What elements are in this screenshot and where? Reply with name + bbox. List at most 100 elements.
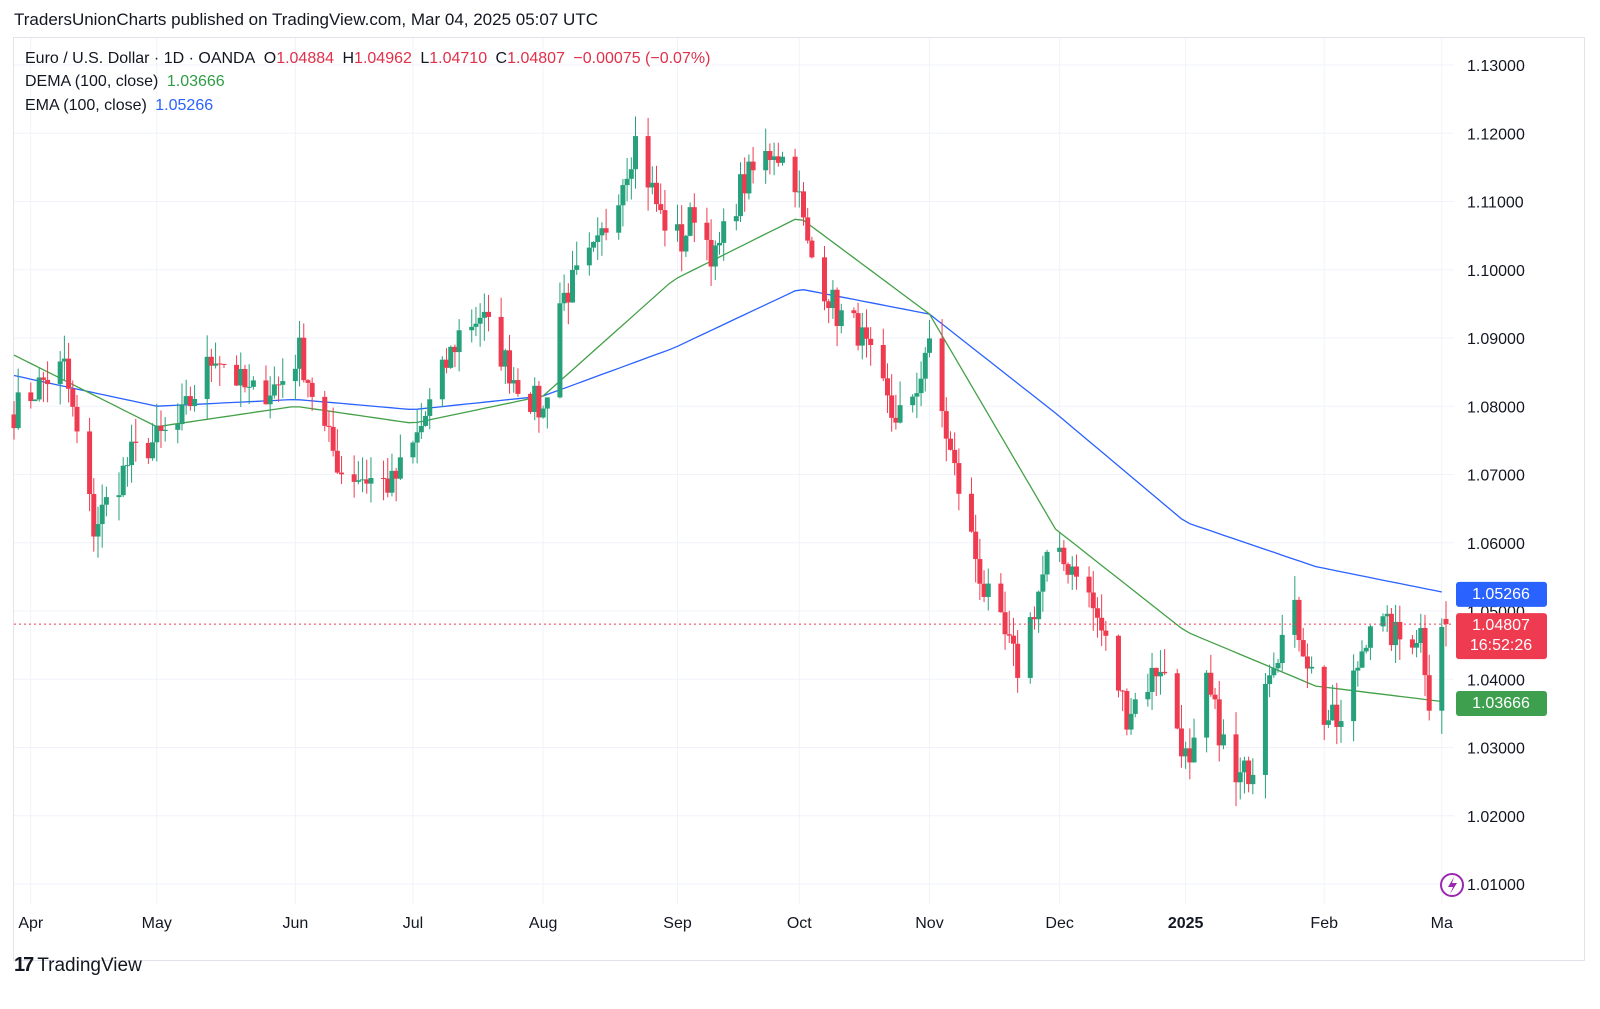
candle-body <box>418 425 424 433</box>
candle-body <box>859 327 865 346</box>
candle-body <box>779 156 785 163</box>
candle-body <box>746 161 752 194</box>
candle-body <box>1010 635 1016 644</box>
candle-body <box>763 151 769 171</box>
candle-body <box>679 224 685 252</box>
candle-body <box>1162 671 1168 674</box>
candle-body <box>1145 691 1151 700</box>
candle-body <box>540 408 546 418</box>
candle-body <box>250 380 256 387</box>
candle-body <box>1397 621 1403 640</box>
candle-body <box>616 205 622 233</box>
dema-value: 1.03666 <box>166 73 225 90</box>
candle-body <box>1128 713 1134 730</box>
lightning-icon[interactable] <box>1440 873 1464 897</box>
candle-body <box>624 178 630 186</box>
candle-body <box>1103 630 1109 636</box>
candle-body <box>498 316 504 367</box>
candle-body <box>154 425 160 443</box>
candle-body <box>528 393 534 412</box>
candle-body <box>532 385 538 412</box>
candle-body <box>1250 774 1256 785</box>
time-tick-label: Dec <box>1045 915 1073 932</box>
candle-body <box>717 242 723 246</box>
candle-body <box>1157 671 1163 677</box>
candle-body <box>733 216 739 222</box>
candle-body <box>1099 617 1105 631</box>
footer[interactable]: 17 TradingView <box>14 954 142 977</box>
low-label: L <box>420 50 430 67</box>
candle-body <box>389 470 395 493</box>
candles <box>11 116 1449 807</box>
candle-body <box>544 397 550 409</box>
candle-body <box>574 265 580 270</box>
candle-body <box>427 399 433 416</box>
price-tick-label: 1.09000 <box>1467 331 1525 348</box>
candle-body <box>70 388 76 407</box>
candle-body <box>1359 651 1365 668</box>
open-label: O <box>263 50 277 67</box>
candle-body <box>628 169 634 179</box>
candle-body <box>838 310 844 327</box>
candle-body <box>91 494 97 537</box>
high-label: H <box>342 50 355 67</box>
candle-body <box>1422 627 1428 676</box>
candle-body <box>767 151 773 160</box>
candle-body <box>1132 699 1138 714</box>
candle-body <box>15 392 21 429</box>
candle-body <box>444 359 450 368</box>
candle-body <box>238 368 244 386</box>
candle-body <box>956 463 962 494</box>
legend-ema-row[interactable]: EMA (100, close) 1.05266 <box>25 97 217 115</box>
candle-body <box>334 450 340 473</box>
candle-body <box>914 393 920 397</box>
candle-body <box>1300 640 1306 657</box>
legend-dema-row[interactable]: DEMA (100, close) 1.03666 <box>25 73 229 91</box>
price-tick-label: 1.11000 <box>1467 195 1524 212</box>
candle-body <box>162 429 168 431</box>
candle-body <box>603 228 609 233</box>
candle-body <box>830 289 836 309</box>
candle-body <box>502 350 508 367</box>
dema-price-badge <box>1456 691 1547 717</box>
candle-body <box>292 368 298 382</box>
candle-body <box>66 358 72 389</box>
candle-body <box>234 364 240 386</box>
candle-body <box>557 303 563 398</box>
candle-body <box>183 396 189 405</box>
time-tick-label: Jun <box>282 915 308 932</box>
candle-body <box>691 207 697 223</box>
candle-body <box>998 583 1004 613</box>
dema-label: DEMA (100, close) <box>25 73 159 90</box>
candle-body <box>683 235 689 252</box>
candle-body <box>360 479 366 481</box>
candle-body <box>1367 626 1373 648</box>
candle-body <box>591 241 597 248</box>
candle-body <box>32 399 38 402</box>
candle-body <box>884 378 890 396</box>
candle-body <box>280 381 286 385</box>
price-tick-label: 1.02000 <box>1467 809 1525 826</box>
high-value: 1.04962 <box>354 50 412 67</box>
candle-body <box>74 406 80 432</box>
candle-body <box>1094 608 1100 618</box>
candle-body <box>305 380 311 383</box>
candle-body <box>95 524 101 537</box>
time-tick-label: Feb <box>1310 915 1338 932</box>
candle-body <box>61 358 67 362</box>
last-price-badge-text: 1.04807 <box>1472 617 1530 634</box>
symbol-name[interactable]: Euro / U.S. Dollar · 1D · OANDA <box>25 50 256 67</box>
candle-body <box>36 377 42 400</box>
candle-body <box>775 156 781 163</box>
price-tick-label: 1.10000 <box>1467 263 1525 280</box>
candle-body <box>381 477 387 479</box>
open-value: 1.04884 <box>276 50 335 67</box>
candle-body <box>473 323 479 327</box>
candle-body <box>889 395 895 418</box>
candle-body <box>1124 691 1130 730</box>
candle-body <box>301 337 307 381</box>
candle-body <box>1393 621 1399 646</box>
close-value: 1.04807 <box>507 50 565 67</box>
candle-body <box>721 221 727 243</box>
